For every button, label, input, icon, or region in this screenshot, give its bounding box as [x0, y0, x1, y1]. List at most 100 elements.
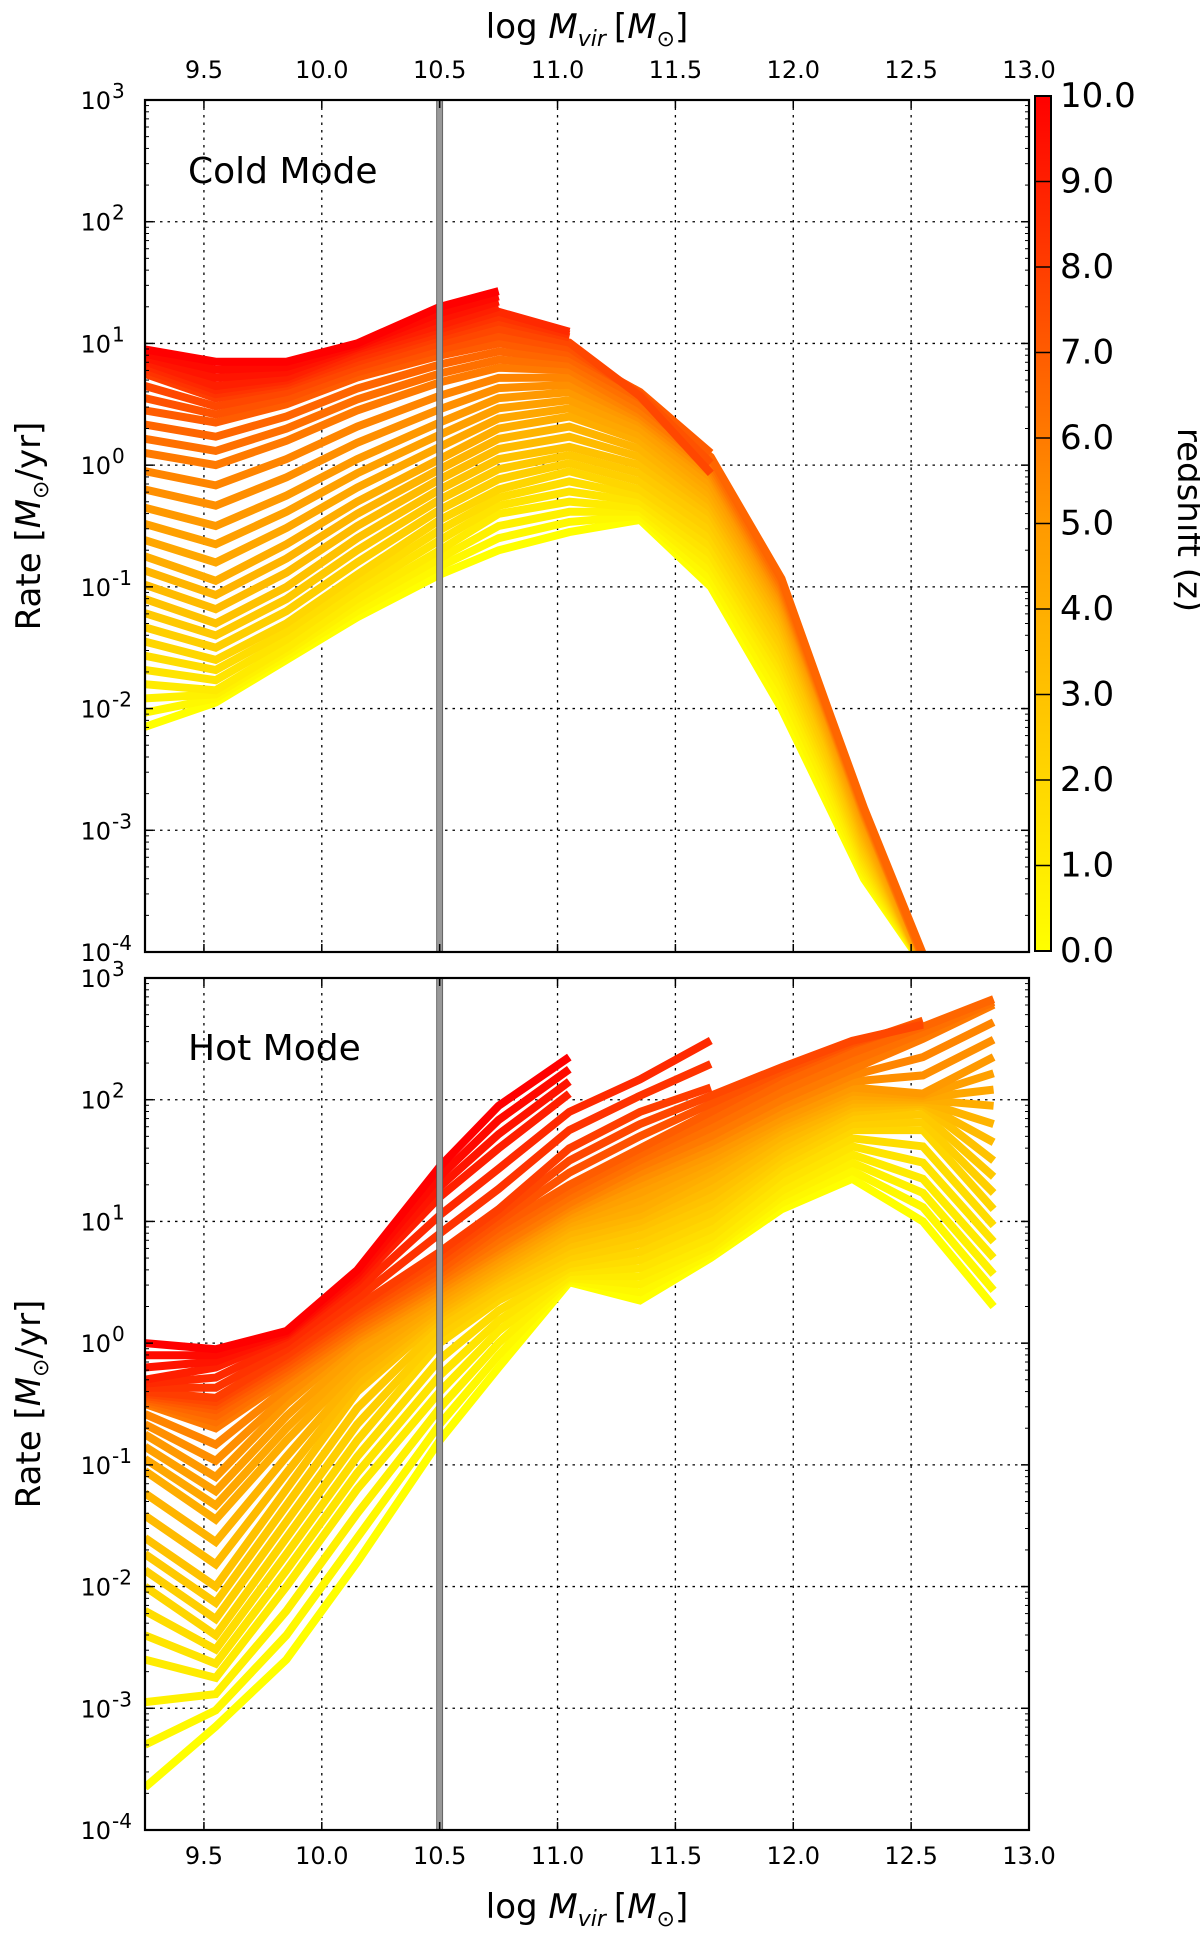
colorbar: 0.0 1.0 2.0 3.0 4.0 5.0 6.0 7.0 8.0 9.0 10.0 redsh…: [1034, 76, 1200, 971]
hot-y-tick-exponent: 1: [112, 1200, 125, 1224]
hot-y-tick-exponent: -2: [112, 1566, 132, 1590]
cold-y-tick-exponent: 1: [112, 322, 125, 346]
top-x-tick-label: 10.0: [295, 56, 348, 84]
hot-vertical-marker: [436, 977, 444, 1831]
bottom-x-title-subscript: vir: [578, 1907, 608, 1932]
top-x-tick-label: 10.5: [413, 56, 466, 84]
cold-panel-title: Cold Mode: [188, 151, 378, 192]
top-x-title-close: ]: [675, 7, 688, 47]
cold-vertical-marker-group: [436, 99, 444, 953]
bottom-x-title-symbol: M: [548, 1887, 577, 1927]
top-x-title-text: log: [486, 7, 549, 47]
top-x-tick-label: 12.0: [767, 56, 820, 84]
top-x-title-subscript: vir: [578, 27, 608, 52]
colorbar-tick-label: 9.0: [1060, 162, 1114, 202]
hot-y-tick-label: 10: [80, 1452, 111, 1480]
top-x-tick-label: 9.5: [185, 56, 223, 84]
cold-y-tick-label: 10: [80, 574, 111, 602]
hot-y-tick-label: 10: [80, 1330, 111, 1358]
hot-y-title-prefix: Rate [: [9, 1406, 49, 1508]
bottom-x-tick-label: 12.5: [884, 1842, 937, 1870]
cold-y-tick-exponent: 2: [112, 201, 125, 225]
top-x-title-symbol: M: [548, 7, 577, 47]
hot-y-tick-label: 10: [80, 965, 111, 993]
colorbar-ticks: 0.0 1.0 2.0 3.0 4.0 5.0 6.0 7.0 8.0 9.0 10.0: [1035, 76, 1136, 971]
bottom-x-tick-label: 11.0: [531, 1842, 584, 1870]
hot-y-tick-exponent: -3: [112, 1687, 132, 1711]
colorbar-tick-label: 4.0: [1060, 589, 1114, 629]
cold-y-title-prefix: Rate [: [9, 528, 49, 630]
cold-y-tick-label: 10: [80, 209, 111, 237]
cold-y-tick-label: 10: [80, 330, 111, 358]
hot-y-tick-exponent: 0: [112, 1322, 125, 1346]
bottom-x-title-open: [: [614, 1887, 627, 1927]
top-x-tick-label: 11.5: [649, 56, 702, 84]
cold-y-tick-label: 10: [80, 452, 111, 480]
colorbar-tick-label: 7.0: [1060, 333, 1114, 373]
cold-y-tick-exponent: 3: [112, 79, 125, 103]
top-x-title-unit-subscript: ⊙: [657, 27, 675, 52]
top-x-axis-title: log Mvir [M⊙]: [486, 7, 688, 52]
hot-series-line-z2.33: [145, 1117, 997, 1625]
colorbar-tick-label: 6.0: [1060, 418, 1114, 458]
cold-series-line-z6.67: [145, 347, 927, 952]
colorbar-tick-label: 5.0: [1060, 504, 1114, 544]
top-x-tick-label: 13.0: [1002, 56, 1055, 84]
cold-y-title-suffix: /yr]: [9, 422, 49, 481]
cold-y-tick-label: 10: [80, 817, 111, 845]
cold-y-tick-exponent: -1: [112, 566, 132, 590]
hot-series-line-z10.00: [145, 1053, 572, 1354]
bottom-x-tick-label: 13.0: [1002, 1842, 1055, 1870]
hot-y-title-subscript: ⊙: [29, 1359, 54, 1377]
cold-y-tick-exponent: -2: [112, 688, 132, 712]
colorbar-tick-label: 2.0: [1060, 760, 1114, 800]
cold-y-title-symbol: M: [9, 499, 49, 528]
bottom-x-title-text: log: [486, 1887, 549, 1927]
cold-vertical-marker: [436, 99, 444, 953]
colorbar-tick-label: 1.0: [1060, 846, 1114, 886]
bottom-x-tick-label: 9.5: [185, 1842, 223, 1870]
colorbar-tick-label: 0.0: [1060, 931, 1114, 971]
cold-y-tick-exponent: -4: [112, 931, 132, 955]
bottom-x-tick-label: 10.5: [413, 1842, 466, 1870]
cold-grid: [145, 100, 1029, 952]
cold-y-axis-title: Rate [M⊙/yr]: [9, 422, 54, 631]
bottom-x-tick-label: 10.0: [295, 1842, 348, 1870]
colorbar-tick-label: 10.0: [1060, 76, 1136, 116]
cold-series-group: [145, 287, 927, 952]
top-x-tick-label: 11.0: [531, 56, 584, 84]
colorbar-tick-label: 8.0: [1060, 247, 1114, 287]
hot-series-group: [145, 995, 997, 1791]
hot-frame: [143, 976, 1031, 1832]
cold-y-tick-exponent: 0: [112, 444, 125, 468]
bottom-x-axis-title: log Mvir [M⊙]: [486, 1887, 688, 1932]
cold-frame: [143, 98, 1031, 954]
hot-y-tick-label: 10: [80, 1817, 111, 1845]
cold-y-title-subscript: ⊙: [29, 481, 54, 499]
cold-series-line-z10.00: [145, 287, 500, 366]
bottom-x-title-close: ]: [675, 1887, 688, 1927]
hot-y-title-suffix: /yr]: [9, 1300, 49, 1359]
colorbar-label: redshift (z): [1169, 428, 1200, 612]
hot-series-line-z2.67: [145, 1109, 997, 1609]
hot-y-tick-label: 10: [80, 1208, 111, 1236]
hot-y-tick-exponent: -4: [112, 1809, 132, 1833]
bottom-x-title-unit-subscript: ⊙: [657, 1907, 675, 1932]
hot-y-tick-exponent: 2: [112, 1079, 125, 1103]
hot-y-tick-exponent: 3: [112, 957, 125, 981]
hot-y-tick-label: 10: [80, 1087, 111, 1115]
hot-vertical-marker-group: [436, 977, 444, 1831]
hot-y-title-symbol: M: [9, 1377, 49, 1406]
hot-y-tick-exponent: -1: [112, 1444, 132, 1468]
cold-y-tick-label: 10: [80, 696, 111, 724]
top-x-title-unit-symbol: M: [627, 7, 656, 47]
hot-y-tick-label: 10: [80, 1695, 111, 1723]
hot-panel-title: Hot Mode: [188, 1028, 361, 1069]
top-x-tick-label: 12.5: [884, 56, 937, 84]
cold-y-tick-label: 10: [80, 87, 111, 115]
